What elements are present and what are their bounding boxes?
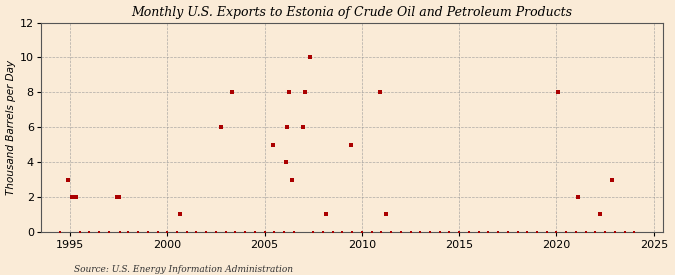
Point <box>142 230 153 234</box>
Point <box>347 230 358 234</box>
Point <box>284 90 294 95</box>
Point <box>321 212 331 217</box>
Point <box>94 230 105 234</box>
Point <box>396 230 406 234</box>
Point <box>561 230 572 234</box>
Point <box>215 125 226 129</box>
Point <box>191 230 202 234</box>
Point <box>282 125 293 129</box>
Point <box>551 230 562 234</box>
Point <box>425 230 435 234</box>
Point <box>570 230 581 234</box>
Point <box>200 230 211 234</box>
Point <box>103 230 114 234</box>
Point <box>250 230 261 234</box>
Point <box>553 90 564 95</box>
Point <box>345 142 356 147</box>
Point <box>532 230 543 234</box>
Point <box>619 230 630 234</box>
Point <box>220 230 231 234</box>
Point <box>287 177 298 182</box>
Point <box>502 230 513 234</box>
Point <box>111 195 122 199</box>
Point <box>74 230 85 234</box>
Point <box>288 230 299 234</box>
Point <box>483 230 493 234</box>
Point <box>629 230 640 234</box>
Point <box>66 195 77 199</box>
Point <box>415 230 426 234</box>
Point <box>367 230 377 234</box>
Point <box>70 195 80 199</box>
Point <box>267 142 278 147</box>
Point <box>317 230 328 234</box>
Point <box>572 195 583 199</box>
Point <box>337 230 348 234</box>
Point <box>123 230 134 234</box>
Point <box>230 230 241 234</box>
Point <box>473 230 484 234</box>
Point <box>300 90 310 95</box>
Point <box>444 230 455 234</box>
Point <box>171 230 182 234</box>
Point <box>162 230 173 234</box>
Point <box>68 195 78 199</box>
Point <box>298 125 309 129</box>
Point <box>580 230 591 234</box>
Point <box>308 230 319 234</box>
Point <box>376 230 387 234</box>
Point <box>211 230 221 234</box>
Point <box>512 230 523 234</box>
Point <box>464 230 475 234</box>
Y-axis label: Thousand Barrels per Day: Thousand Barrels per Day <box>5 60 16 195</box>
Point <box>152 230 163 234</box>
Point <box>84 230 95 234</box>
Point <box>115 230 126 234</box>
Point <box>182 230 192 234</box>
Point <box>175 212 186 217</box>
Point <box>493 230 504 234</box>
Point <box>610 230 620 234</box>
Point <box>356 230 367 234</box>
Point <box>606 177 617 182</box>
Point <box>227 90 238 95</box>
Point <box>63 177 74 182</box>
Point <box>269 230 279 234</box>
Point <box>71 195 82 199</box>
Point <box>385 230 396 234</box>
Point <box>113 195 124 199</box>
Point <box>240 230 250 234</box>
Title: Monthly U.S. Exports to Estonia of Crude Oil and Petroleum Products: Monthly U.S. Exports to Estonia of Crude… <box>132 6 572 18</box>
Point <box>375 90 385 95</box>
Point <box>590 230 601 234</box>
Point <box>541 230 552 234</box>
Text: Source: U.S. Energy Information Administration: Source: U.S. Energy Information Administ… <box>74 265 293 274</box>
Point <box>454 230 464 234</box>
Point <box>259 230 270 234</box>
Point <box>133 230 144 234</box>
Point <box>522 230 533 234</box>
Point <box>405 230 416 234</box>
Point <box>279 230 290 234</box>
Point <box>55 230 65 234</box>
Point <box>280 160 291 164</box>
Point <box>304 55 315 60</box>
Point <box>595 212 605 217</box>
Point <box>327 230 338 234</box>
Point <box>381 212 392 217</box>
Point <box>434 230 445 234</box>
Point <box>599 230 610 234</box>
